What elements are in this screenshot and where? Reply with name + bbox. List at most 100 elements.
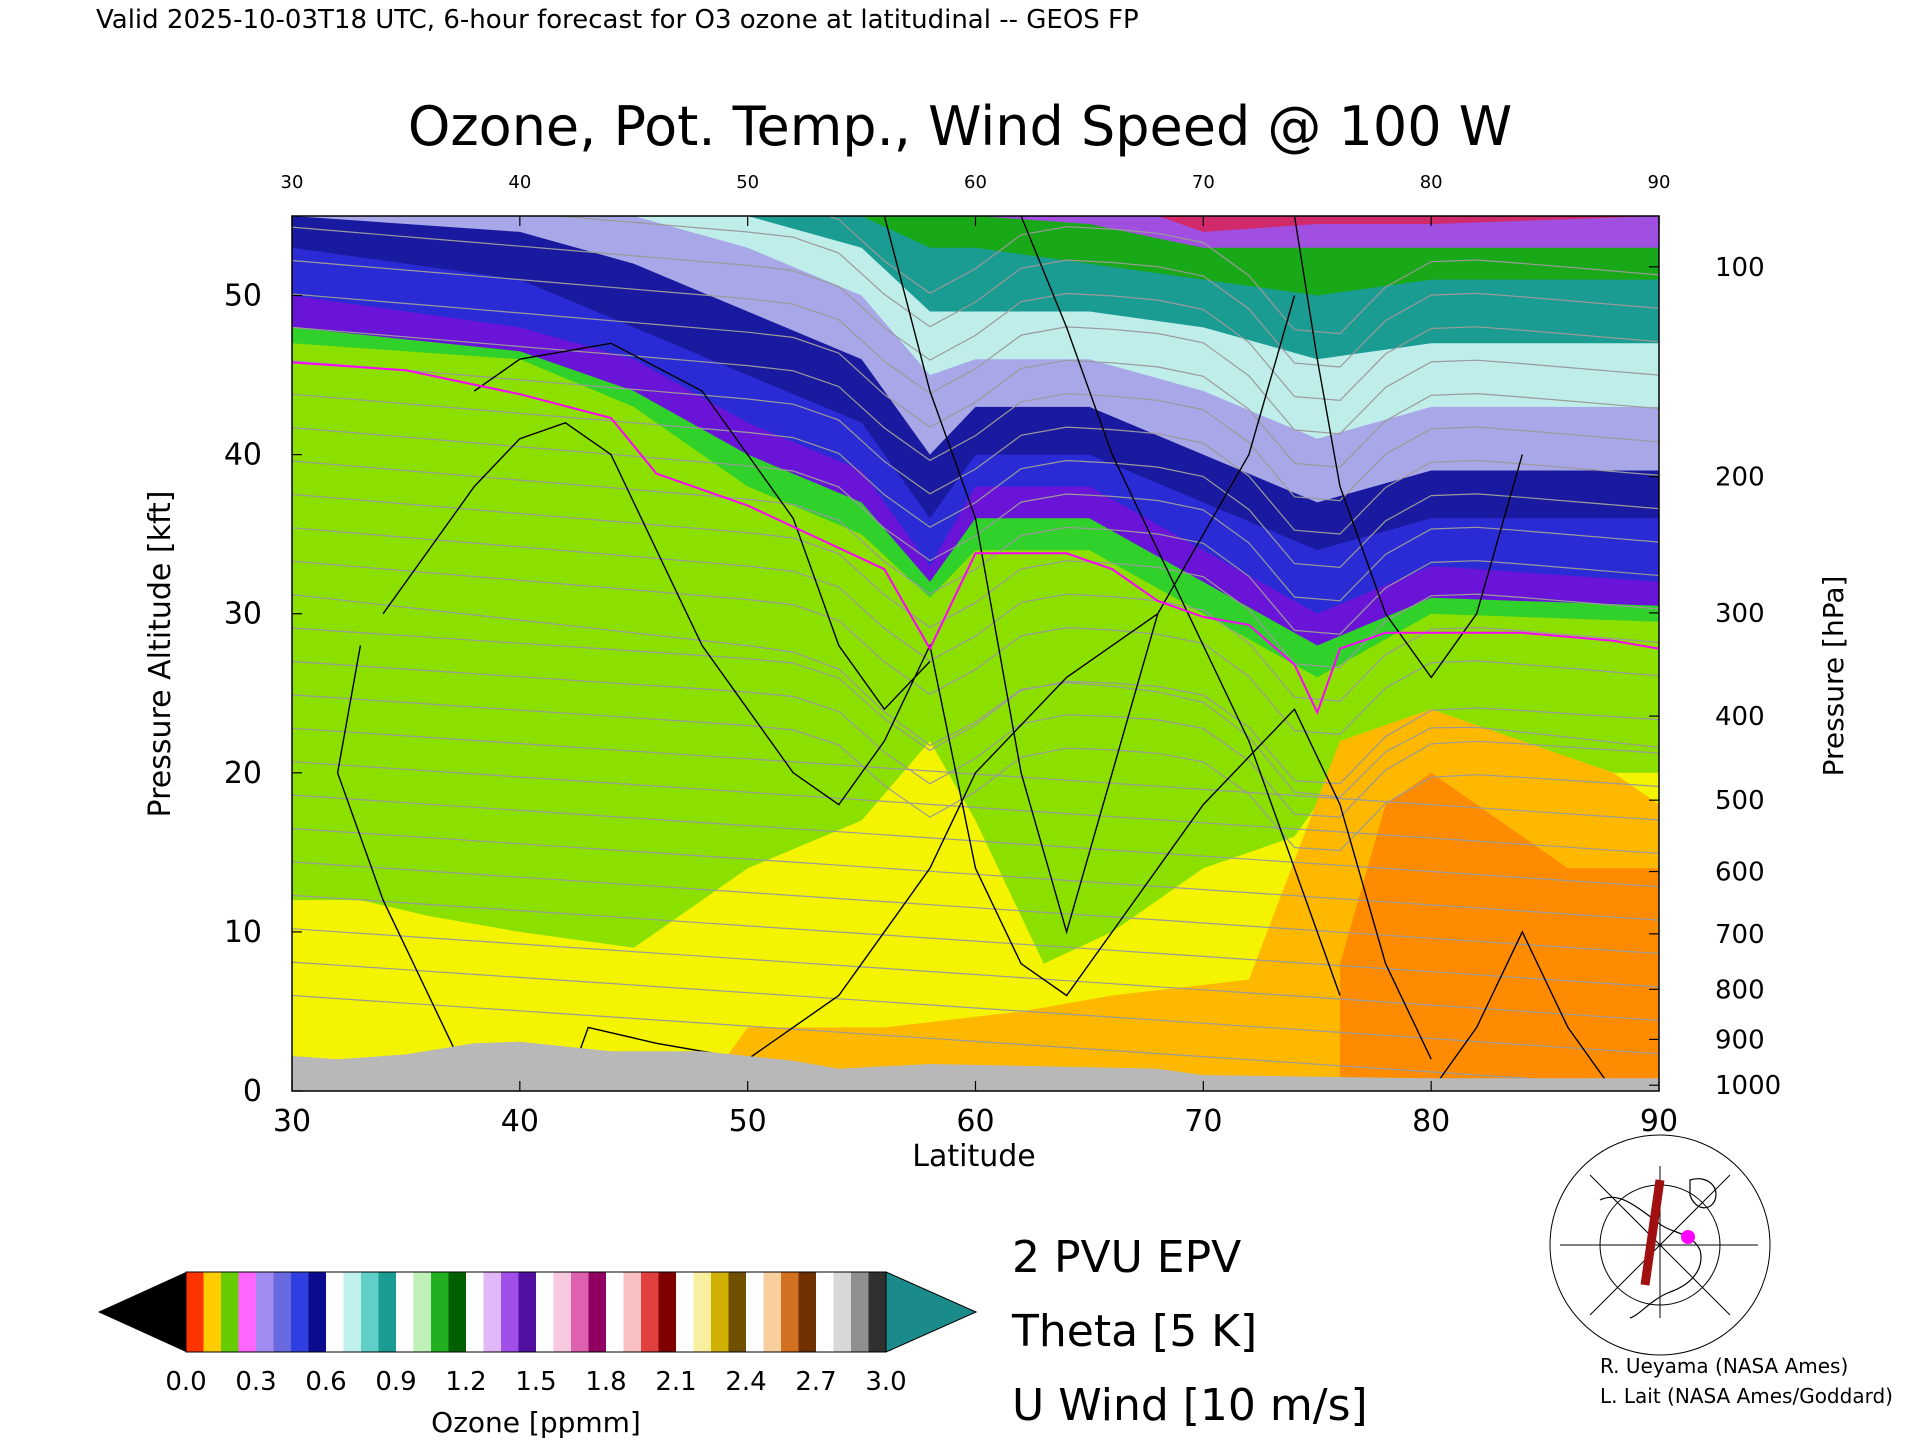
- colorbar-cell: [711, 1272, 729, 1352]
- credit-line-2: L. Lait (NASA Ames/Goddard): [1600, 1384, 1893, 1408]
- y-tick-label-right: 100: [1715, 253, 1765, 283]
- colorbar-cell: [186, 1272, 204, 1352]
- colorbar-cell: [396, 1272, 414, 1352]
- colorbar-cells: [186, 1272, 887, 1352]
- y-tick-label-right: 700: [1715, 920, 1765, 950]
- theta-contour: [292, 894, 1659, 988]
- colorbar-cell: [256, 1272, 274, 1352]
- colorbar-tick-label: 0.6: [305, 1367, 346, 1397]
- ozone-band: [1157, 216, 1659, 232]
- x-tick-label-top: 80: [1420, 172, 1443, 193]
- x-tick-label: 70: [1184, 1104, 1222, 1139]
- forecast-header: Valid 2025-10-03T18 UTC, 6-hour forecast…: [96, 5, 1139, 35]
- theta-contour: [292, 961, 1659, 1055]
- pvu-contour-line: [292, 361, 1659, 716]
- colorbar-cell: [623, 1272, 642, 1352]
- colorbar-cell: [693, 1272, 712, 1352]
- colorbar-cell: [816, 1272, 834, 1352]
- colorbar-left-arrow: [98, 1272, 186, 1352]
- theta-contour: [292, 259, 1659, 435]
- colorbar-tick-label: 0.9: [375, 1367, 416, 1397]
- ground-mask: [292, 1041, 1659, 1091]
- colorbar-tick-label: 0.0: [165, 1367, 206, 1397]
- x-tick-label-top: 50: [736, 172, 759, 193]
- ozone-bands: [292, 216, 1659, 1091]
- y-ticks-right: 100 200 300 400 500 600 700 800 900 1000: [1649, 253, 1781, 1101]
- theta-contour: [292, 360, 1659, 535]
- y-tick-label-right: 400: [1715, 702, 1765, 732]
- wind-contour: [564, 613, 1159, 1091]
- x-tick-label-top: 40: [508, 172, 531, 193]
- x-tick-label-top: 60: [964, 172, 987, 193]
- theta-contour: [292, 226, 1659, 402]
- colorbar-cell: [763, 1272, 782, 1352]
- colorbar-cell: [483, 1272, 502, 1352]
- colorbar-cell: [273, 1272, 292, 1352]
- colorbar-cell: [851, 1272, 869, 1352]
- colorbar-ticks: 0.0 0.3 0.6 0.9 1.2 1.5 1.8 2.1 2.4 2.7 3.0: [165, 1367, 906, 1397]
- x-tick-label: 60: [956, 1104, 994, 1139]
- colorbar-cell: [308, 1272, 327, 1352]
- x-tick-label-top: 90: [1648, 172, 1671, 193]
- x-tick-label-top: 30: [281, 172, 304, 193]
- x-tick-label: 80: [1412, 1104, 1450, 1139]
- theta-contour: [292, 460, 1659, 635]
- colorbar-cell: [798, 1272, 817, 1352]
- colorbar-cell: [746, 1272, 764, 1352]
- y-tick-label-right: 600: [1715, 858, 1765, 888]
- colorbar-tick-label: 3.0: [865, 1367, 906, 1397]
- theta-contour: [292, 994, 1659, 1084]
- colorbar-cell: [378, 1272, 397, 1352]
- wind-contour: [883, 216, 1296, 935]
- y-ticks-left: 0 10 20 30 40 50: [224, 279, 302, 1109]
- y-tick-label-right: 800: [1715, 975, 1765, 1005]
- credit-line-1: R. Ueyama (NASA Ames): [1600, 1354, 1848, 1378]
- theta-contour: [292, 527, 1659, 702]
- chart-title: Ozone, Pot. Temp., Wind Speed @ 100 W: [408, 95, 1512, 158]
- y-tick-label-right: 1000: [1715, 1071, 1781, 1101]
- colorbar-tick-label: 0.3: [235, 1367, 276, 1397]
- colorbar-cell: [676, 1272, 694, 1352]
- colorbar-tick-label: 2.1: [655, 1367, 696, 1397]
- colorbar-cell: [868, 1272, 887, 1352]
- theta-contour: [292, 660, 1659, 818]
- colorbar-cell: [413, 1272, 432, 1352]
- y-axis-label-right: Pressure [hPa]: [1817, 576, 1850, 777]
- polar-map-icon: [1549, 1134, 1771, 1356]
- colorbar-cell: [203, 1272, 222, 1352]
- theta-contour: [550, 216, 1659, 368]
- x-tick-label: 40: [501, 1104, 539, 1139]
- theta-contour: [292, 393, 1659, 569]
- y-tick-label-right: 500: [1715, 786, 1765, 816]
- y-tick-label: 40: [224, 438, 262, 473]
- ozone-lowlevel-zone: [1340, 772, 1659, 1091]
- theta-contour: [292, 594, 1659, 798]
- theta-contour: [292, 694, 1659, 852]
- wind-contours: [336, 216, 1614, 1091]
- theta-contour: [292, 560, 1659, 736]
- colorbar-cell: [466, 1272, 484, 1352]
- theta-contour: [292, 794, 1659, 888]
- wind-contour: [336, 645, 475, 1091]
- colorbar-cell: [588, 1272, 607, 1352]
- y-tick-label-right: 200: [1715, 463, 1765, 493]
- theta-contour: [292, 326, 1659, 502]
- y-tick-label: 0: [243, 1074, 262, 1109]
- theta-contour: [292, 493, 1659, 669]
- x-ticks-top: 30 40 50 60 70 80 90: [281, 172, 1671, 226]
- colorbar-cell: [448, 1272, 467, 1352]
- x-tick-label: 50: [729, 1104, 767, 1139]
- colorbar-cell: [728, 1272, 747, 1352]
- ozone-band: [975, 216, 1659, 248]
- wind-contour: [473, 342, 931, 711]
- x-tick-label: 90: [1640, 1104, 1678, 1139]
- colorbar-tick-label: 2.7: [795, 1367, 836, 1397]
- colorbar-tick-label: 2.4: [725, 1367, 766, 1397]
- theta-contour: [292, 827, 1659, 921]
- colorbar-cell: [833, 1272, 852, 1352]
- colorbar-right-arrow: [885, 1271, 978, 1353]
- y-axis-label-left: Pressure Altitude [kft]: [143, 491, 178, 818]
- colorbar-cell: [326, 1272, 344, 1352]
- y-tick-label: 20: [224, 756, 262, 791]
